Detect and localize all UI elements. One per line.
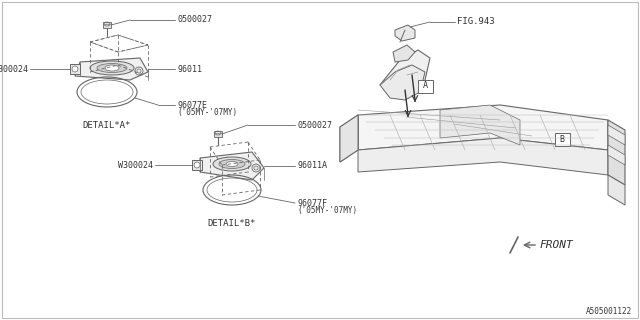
Polygon shape xyxy=(380,50,430,92)
Polygon shape xyxy=(340,115,358,162)
Text: ('05MY-'07MY): ('05MY-'07MY) xyxy=(297,206,357,215)
Ellipse shape xyxy=(90,61,134,75)
Polygon shape xyxy=(358,138,608,175)
Text: FRONT: FRONT xyxy=(540,240,573,250)
Polygon shape xyxy=(608,125,625,145)
Ellipse shape xyxy=(105,65,119,71)
Polygon shape xyxy=(608,145,625,165)
FancyBboxPatch shape xyxy=(70,64,80,74)
Ellipse shape xyxy=(194,162,200,168)
Text: 96011: 96011 xyxy=(177,65,202,74)
Text: 96011A: 96011A xyxy=(297,162,327,171)
Ellipse shape xyxy=(72,66,78,72)
Text: 96077E: 96077E xyxy=(177,100,207,109)
FancyBboxPatch shape xyxy=(554,132,570,146)
Text: W300024: W300024 xyxy=(0,65,28,74)
Text: DETAIL*A*: DETAIL*A* xyxy=(83,121,131,130)
Text: B: B xyxy=(559,134,564,143)
Text: 0500027: 0500027 xyxy=(297,121,332,130)
Text: A: A xyxy=(422,82,428,91)
Text: FIG.943: FIG.943 xyxy=(457,18,495,27)
FancyBboxPatch shape xyxy=(214,131,222,137)
Polygon shape xyxy=(340,115,358,162)
FancyBboxPatch shape xyxy=(417,79,433,92)
FancyBboxPatch shape xyxy=(103,22,111,28)
Text: A505001122: A505001122 xyxy=(586,308,632,316)
Polygon shape xyxy=(608,120,625,185)
Polygon shape xyxy=(75,58,148,80)
Text: W300024: W300024 xyxy=(118,161,153,170)
Polygon shape xyxy=(358,105,608,150)
Polygon shape xyxy=(393,45,415,62)
Text: 0500027: 0500027 xyxy=(177,15,212,25)
Text: ('05MY-'07MY): ('05MY-'07MY) xyxy=(177,108,237,116)
FancyBboxPatch shape xyxy=(192,160,202,170)
Polygon shape xyxy=(608,175,625,205)
Ellipse shape xyxy=(226,162,238,166)
Polygon shape xyxy=(380,65,425,100)
Text: DETAIL*B*: DETAIL*B* xyxy=(208,219,256,228)
Text: 96077F: 96077F xyxy=(297,199,327,209)
Ellipse shape xyxy=(213,157,251,171)
Polygon shape xyxy=(440,105,520,145)
Ellipse shape xyxy=(97,63,127,73)
Ellipse shape xyxy=(219,159,245,169)
Polygon shape xyxy=(395,25,415,41)
Polygon shape xyxy=(200,152,264,180)
